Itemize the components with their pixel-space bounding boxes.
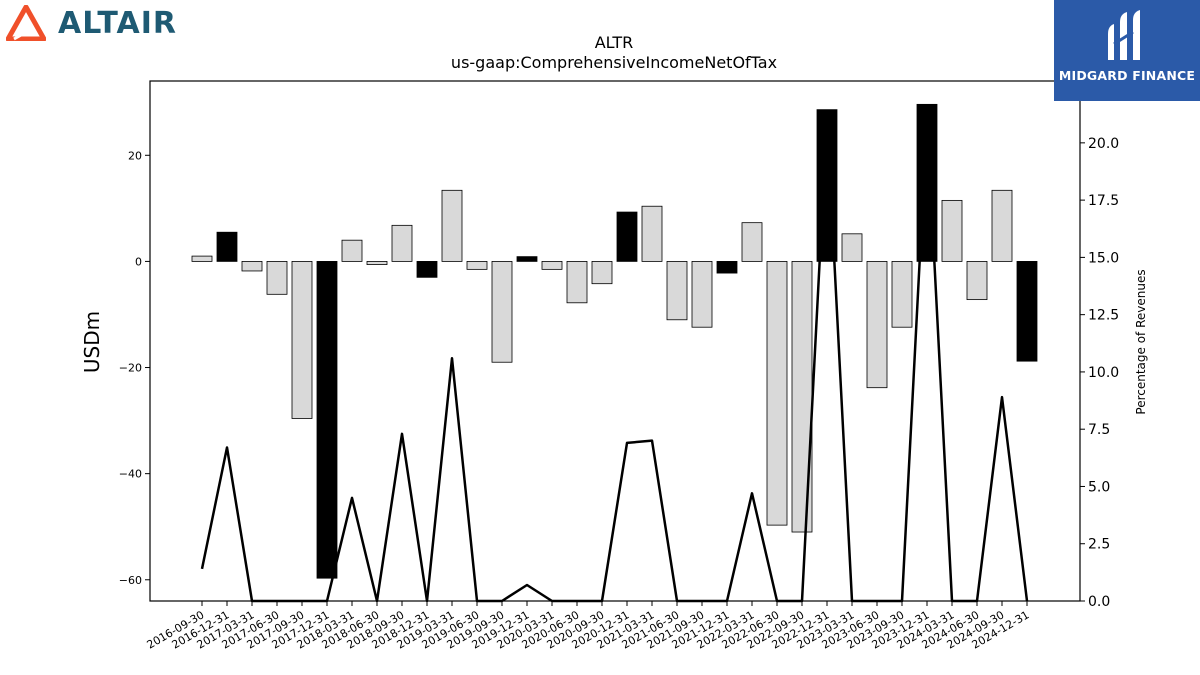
bar xyxy=(766,261,788,526)
y2-tick-label: 20.0 xyxy=(1088,136,1119,152)
bar xyxy=(1016,261,1038,362)
bar xyxy=(541,261,563,270)
bar xyxy=(291,261,313,419)
bar xyxy=(941,199,963,262)
y2-tick-label: 7.5 xyxy=(1088,422,1110,438)
chart-title: ALTR xyxy=(595,33,634,52)
altair-logo-icon xyxy=(6,5,46,41)
bar xyxy=(691,261,713,328)
bar xyxy=(441,189,463,262)
y2-tick-label: 5.0 xyxy=(1088,479,1110,495)
bar xyxy=(841,233,863,262)
y-tick-label: −20 xyxy=(119,362,142,375)
y-tick-label: −40 xyxy=(119,468,142,481)
y2-tick-label: 17.5 xyxy=(1088,193,1119,209)
y2-tick-label: 0.0 xyxy=(1088,594,1110,610)
bar xyxy=(741,222,763,262)
altair-logo: ALTAIR xyxy=(6,4,177,42)
bar xyxy=(991,189,1013,262)
bar xyxy=(266,261,288,295)
y2-tick-label: 10.0 xyxy=(1088,365,1119,381)
bar xyxy=(466,261,488,270)
midgard-finance-icon xyxy=(1108,10,1140,60)
y2-axis-label: Percentage of Revenues xyxy=(1134,269,1148,414)
midgard-finance-logo: MIDGARD FINANCE xyxy=(1054,0,1200,101)
y2-tick-label: 12.5 xyxy=(1088,308,1119,324)
bar xyxy=(566,261,588,304)
bar xyxy=(866,261,888,389)
bar xyxy=(591,261,613,285)
axes-layer: 20 0 −20 −40 −60 0.0 2.5 5.0 7.5 10.0 12.5 15.0 17.5… xyxy=(119,80,1119,652)
bar xyxy=(241,261,263,272)
midgard-finance-wordmark: MIDGARD FINANCE xyxy=(1058,68,1196,83)
bar xyxy=(491,261,513,363)
y-tick-label: −60 xyxy=(119,574,142,587)
bar xyxy=(966,261,988,301)
bar xyxy=(341,239,363,262)
y-axis-label: USDm xyxy=(80,311,104,373)
bar xyxy=(191,255,213,262)
bar xyxy=(366,261,388,265)
bar xyxy=(716,261,738,274)
bar xyxy=(641,205,663,262)
bar xyxy=(216,231,238,262)
bar xyxy=(416,261,438,278)
chart-subtitle: us-gaap:ComprehensiveIncomeNetOfTax xyxy=(451,53,777,72)
bar xyxy=(516,256,538,262)
bar xyxy=(616,211,638,262)
y-tick-label: 20 xyxy=(128,149,142,162)
bar xyxy=(666,261,688,321)
bar xyxy=(891,261,913,328)
bar xyxy=(791,261,813,533)
altair-wordmark: ALTAIR xyxy=(58,5,177,41)
y-tick-label: 0 xyxy=(135,255,142,268)
bar-layer xyxy=(191,103,1038,579)
bar xyxy=(391,224,413,262)
plot-frame xyxy=(149,80,1081,602)
bar xyxy=(316,261,338,579)
y2-tick-label: 15.0 xyxy=(1088,250,1119,266)
y2-tick-label: 2.5 xyxy=(1088,537,1110,553)
